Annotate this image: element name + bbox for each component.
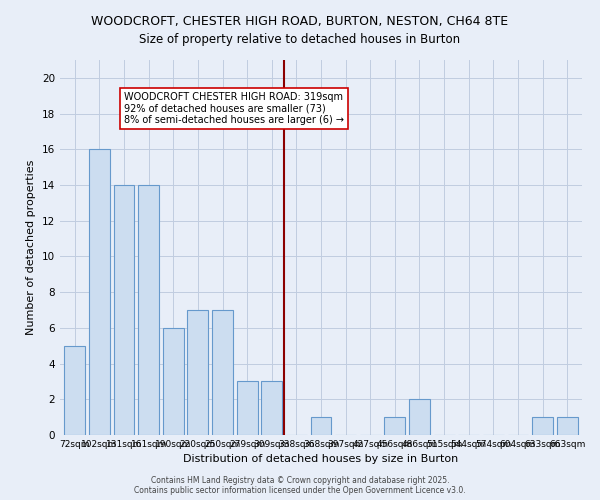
Bar — [557, 417, 578, 435]
X-axis label: Distribution of detached houses by size in Burton: Distribution of detached houses by size … — [184, 454, 458, 464]
Bar — [113, 185, 134, 435]
Bar — [409, 400, 430, 435]
Bar — [163, 328, 184, 435]
Text: WOODCROFT, CHESTER HIGH ROAD, BURTON, NESTON, CH64 8TE: WOODCROFT, CHESTER HIGH ROAD, BURTON, NE… — [91, 15, 509, 28]
Text: Size of property relative to detached houses in Burton: Size of property relative to detached ho… — [139, 32, 461, 46]
Bar — [212, 310, 233, 435]
Bar — [138, 185, 159, 435]
Bar — [187, 310, 208, 435]
Text: Contains HM Land Registry data © Crown copyright and database right 2025.
Contai: Contains HM Land Registry data © Crown c… — [134, 476, 466, 495]
Text: WOODCROFT CHESTER HIGH ROAD: 319sqm
92% of detached houses are smaller (73)
8% o: WOODCROFT CHESTER HIGH ROAD: 319sqm 92% … — [124, 92, 344, 126]
Bar — [385, 417, 406, 435]
Bar — [532, 417, 553, 435]
Bar — [64, 346, 85, 435]
Bar — [261, 382, 282, 435]
Y-axis label: Number of detached properties: Number of detached properties — [26, 160, 37, 335]
Bar — [236, 382, 257, 435]
Bar — [89, 150, 110, 435]
Bar — [311, 417, 331, 435]
